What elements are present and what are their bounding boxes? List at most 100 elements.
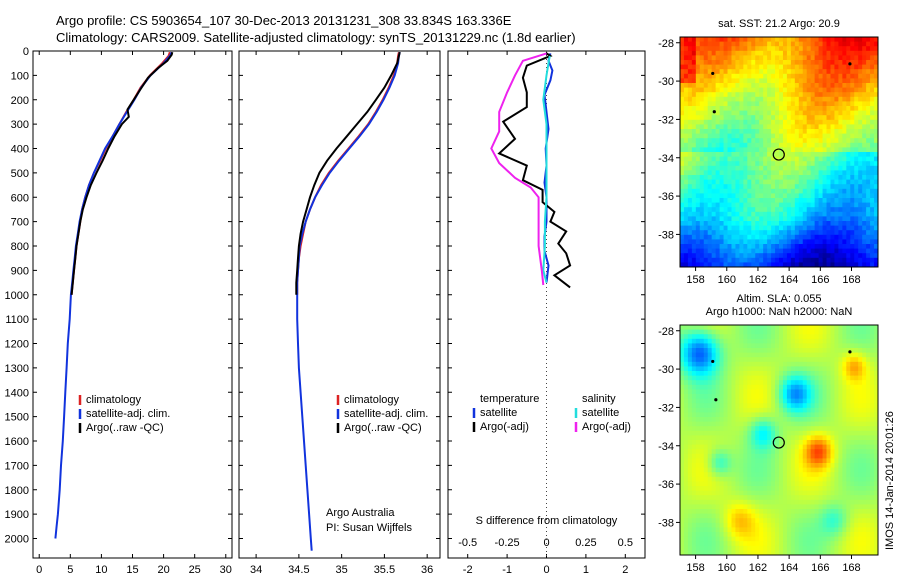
heatmap-cell — [695, 338, 701, 344]
heatmap-cell — [723, 96, 728, 102]
heatmap-cell — [834, 499, 839, 505]
heatmap-cell — [767, 87, 772, 93]
heatmap-cell — [850, 398, 855, 404]
heatmap-cell — [850, 375, 855, 381]
heatmap-cell — [822, 138, 827, 144]
heatmap-cell — [850, 495, 855, 501]
heatmap-cell — [775, 366, 780, 372]
heatmap-cell — [739, 46, 744, 52]
heatmap-cell — [747, 435, 752, 441]
heatmap-cell — [735, 532, 740, 537]
heatmap-cell — [814, 211, 819, 217]
heatmap-cell — [834, 407, 839, 413]
heatmap-cell — [842, 234, 847, 240]
heatmap-cell — [814, 184, 819, 190]
heatmap-cell — [798, 348, 804, 353]
heatmap-cell — [680, 541, 685, 547]
heatmap-cell — [814, 440, 819, 445]
heatmap-cell — [779, 221, 784, 226]
heatmap-cell — [763, 184, 768, 190]
heatmap-cell — [699, 463, 705, 468]
heatmap-cell — [818, 156, 823, 162]
heatmap-cell — [727, 110, 732, 116]
heatmap-cell — [775, 398, 780, 404]
heatmap-cell — [680, 499, 685, 505]
heatmap-cell — [707, 348, 713, 353]
heatmap-cell — [723, 486, 728, 491]
heatmap-cell — [842, 69, 847, 75]
heatmap-cell — [771, 541, 776, 547]
heatmap-cell — [834, 129, 839, 134]
heatmap-cell — [771, 513, 776, 519]
heatmap-cell — [810, 371, 816, 376]
heatmap-cell — [683, 198, 689, 203]
heatmap-cell — [810, 504, 816, 510]
heatmap-cell — [755, 334, 760, 340]
heatmap-cell — [779, 329, 784, 335]
heatmap-cell — [723, 467, 728, 473]
heatmap-cell — [842, 338, 847, 344]
heatmap-cell — [727, 152, 732, 157]
heatmap-cell — [830, 334, 835, 340]
heatmap-cell — [715, 202, 720, 208]
heatmap-cell — [723, 545, 728, 551]
heatmap-cell — [798, 216, 804, 222]
heatmap-cell — [818, 73, 823, 79]
heatmap-cell — [782, 357, 788, 363]
heatmap-cell — [731, 343, 736, 349]
heatmap-cell — [826, 179, 831, 185]
heatmap-cell — [866, 244, 871, 249]
heatmap-cell — [798, 389, 804, 395]
heatmap-cell — [719, 486, 724, 491]
heatmap-cell — [779, 467, 784, 473]
heatmap-cell — [691, 518, 697, 524]
heatmap-cell — [822, 119, 827, 125]
heatmap-cell — [779, 257, 784, 263]
heatmap-cell — [727, 421, 732, 427]
heatmap-cell — [794, 426, 800, 432]
heatmap-cell — [747, 463, 752, 468]
heatmap-cell — [834, 403, 839, 409]
heatmap-cell — [802, 202, 808, 208]
heatmap-cell — [751, 211, 756, 217]
heatmap-cell — [695, 230, 701, 236]
heatmap-cell — [767, 504, 772, 510]
heatmap-cell — [680, 366, 685, 372]
heatmap-cell — [747, 403, 752, 409]
heatmap-cell — [818, 550, 823, 556]
heatmap-cell — [739, 532, 744, 537]
heatmap-cell — [719, 329, 724, 335]
heatmap-cell — [846, 124, 851, 130]
heatmap-cell — [743, 170, 748, 176]
heatmap-cell — [680, 463, 685, 468]
heatmap-cell — [862, 152, 867, 157]
heatmap-cell — [755, 384, 760, 390]
heatmap-cell — [759, 101, 764, 107]
heatmap-cell — [727, 64, 732, 70]
heatmap-cell — [691, 348, 697, 353]
heatmap-cell — [775, 92, 780, 98]
heatmap-cell — [834, 366, 839, 372]
heatmap-cell — [719, 513, 724, 519]
heatmap-cell — [727, 495, 732, 501]
heatmap-cell — [826, 435, 831, 441]
heatmap-cell — [826, 545, 831, 551]
heatmap-cell — [699, 248, 705, 254]
heatmap-cell — [870, 138, 875, 144]
heatmap-cell — [687, 380, 693, 386]
heatmap-cell — [806, 37, 812, 42]
heatmap-cell — [771, 435, 776, 441]
heatmap-cell — [723, 161, 728, 167]
heatmap-cell — [719, 156, 724, 162]
heatmap-cell — [866, 87, 871, 93]
heatmap-cell — [798, 384, 804, 390]
heatmap-cell — [850, 87, 855, 93]
heatmap-cell — [759, 207, 764, 213]
heatmap-cell — [830, 380, 835, 386]
heatmap-cell — [826, 96, 831, 102]
heatmap-cell — [782, 257, 788, 263]
heatmap-cell — [687, 60, 693, 65]
heatmap-cell — [814, 394, 819, 399]
heatmap-cell — [691, 230, 697, 236]
heatmap-cell — [763, 504, 768, 510]
